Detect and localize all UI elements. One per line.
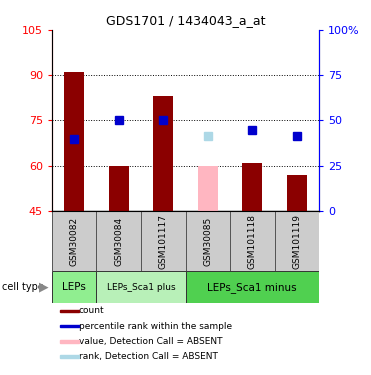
Text: GSM30082: GSM30082 — [70, 216, 79, 266]
Text: value, Detection Call = ABSENT: value, Detection Call = ABSENT — [79, 337, 222, 346]
FancyBboxPatch shape — [230, 211, 275, 271]
Bar — [60, 309, 79, 312]
FancyBboxPatch shape — [275, 211, 319, 271]
Text: count: count — [79, 306, 104, 315]
FancyBboxPatch shape — [186, 211, 230, 271]
Bar — [60, 325, 79, 327]
Bar — [153, 96, 173, 211]
Bar — [60, 340, 79, 343]
Bar — [64, 72, 84, 211]
Text: GSM30085: GSM30085 — [203, 216, 212, 266]
FancyBboxPatch shape — [52, 271, 96, 303]
Text: cell type: cell type — [2, 282, 44, 292]
FancyBboxPatch shape — [96, 211, 141, 271]
Text: ▶: ▶ — [39, 281, 49, 294]
Text: LEPs_Sca1 minus: LEPs_Sca1 minus — [207, 282, 297, 293]
Bar — [60, 355, 79, 358]
Bar — [242, 163, 262, 211]
FancyBboxPatch shape — [186, 271, 319, 303]
Text: GSM30084: GSM30084 — [114, 216, 123, 266]
FancyBboxPatch shape — [141, 211, 186, 271]
Text: rank, Detection Call = ABSENT: rank, Detection Call = ABSENT — [79, 352, 217, 361]
Text: GSM101117: GSM101117 — [159, 214, 168, 268]
Text: GSM101119: GSM101119 — [292, 214, 301, 268]
Text: GSM101118: GSM101118 — [248, 214, 257, 268]
FancyBboxPatch shape — [52, 211, 96, 271]
Bar — [198, 166, 218, 211]
Text: LEPs: LEPs — [62, 282, 86, 292]
Text: percentile rank within the sample: percentile rank within the sample — [79, 321, 232, 330]
Bar — [109, 166, 129, 211]
Title: GDS1701 / 1434043_a_at: GDS1701 / 1434043_a_at — [106, 15, 265, 27]
Text: LEPs_Sca1 plus: LEPs_Sca1 plus — [107, 283, 175, 292]
Bar — [287, 175, 307, 211]
FancyBboxPatch shape — [96, 271, 186, 303]
